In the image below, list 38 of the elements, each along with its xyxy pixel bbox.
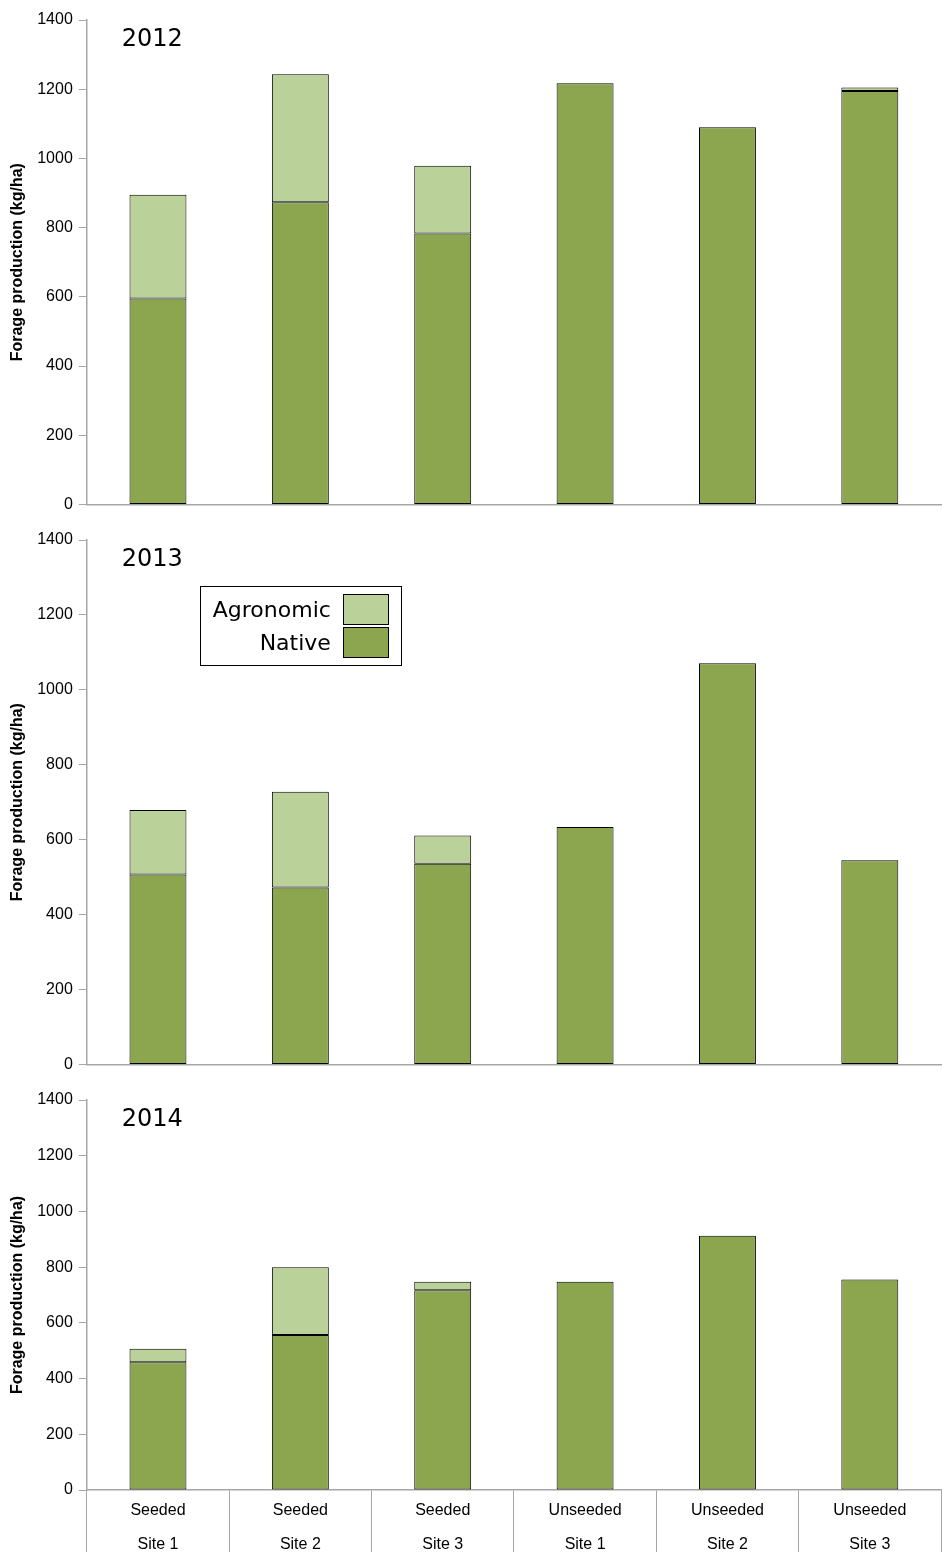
x-tick-label: Unseeded Site 1 <box>548 1501 622 1552</box>
y-tick-label: 1400 <box>37 10 73 28</box>
y-axis-title: Forage production (kg/ha) <box>8 1195 26 1395</box>
y-tick-label: 600 <box>46 287 73 305</box>
y-tick-label: 200 <box>46 425 73 443</box>
y-tick-label: 1000 <box>37 680 73 698</box>
y-tick-label: 0 <box>63 1480 73 1498</box>
y-tick-label: 1400 <box>37 1090 73 1108</box>
chart-title: 2014 <box>121 1104 183 1133</box>
x-tick-label: Seeded Site 2 <box>272 1501 328 1552</box>
chart-title: 2012 <box>121 24 183 53</box>
y-tick-label: 400 <box>46 356 73 374</box>
y-axis-title: Forage production (kg/ha) <box>8 703 26 902</box>
y-tick-label: 1000 <box>37 148 73 166</box>
y-axis-title: Forage production (kg/ha) <box>8 163 26 362</box>
x-tick-label: Seeded Site 1 <box>130 1501 186 1552</box>
y-tick-label: 800 <box>46 218 73 236</box>
y-tick-label: 0 <box>63 1054 73 1072</box>
y-tick-label: 800 <box>46 1257 73 1275</box>
legend-label: Native <box>258 630 331 655</box>
y-tick-label: 800 <box>46 755 73 773</box>
x-tick-label: Unseeded Site 3 <box>833 1501 907 1552</box>
y-tick-label: 600 <box>46 1313 73 1331</box>
y-tick-label: 1200 <box>37 79 73 97</box>
y-tick-label: 1400 <box>37 530 73 548</box>
y-tick-label: 1200 <box>37 1146 73 1164</box>
chart-title: 2013 <box>121 544 183 573</box>
y-tick-label: 200 <box>46 1424 73 1442</box>
x-tick-label: Unseeded Site 2 <box>690 1501 764 1552</box>
legend-label: Agronomic <box>212 597 331 622</box>
y-tick-label: 600 <box>46 830 73 848</box>
y-tick-label: 400 <box>46 1368 73 1386</box>
y-tick-label: 1000 <box>37 1201 73 1219</box>
y-tick-label: 400 <box>46 904 73 922</box>
y-tick-label: 200 <box>46 979 73 997</box>
y-tick-label: 1200 <box>37 605 73 623</box>
y-tick-label: 0 <box>63 494 73 512</box>
x-tick-label: Seeded Site 3 <box>415 1501 471 1552</box>
